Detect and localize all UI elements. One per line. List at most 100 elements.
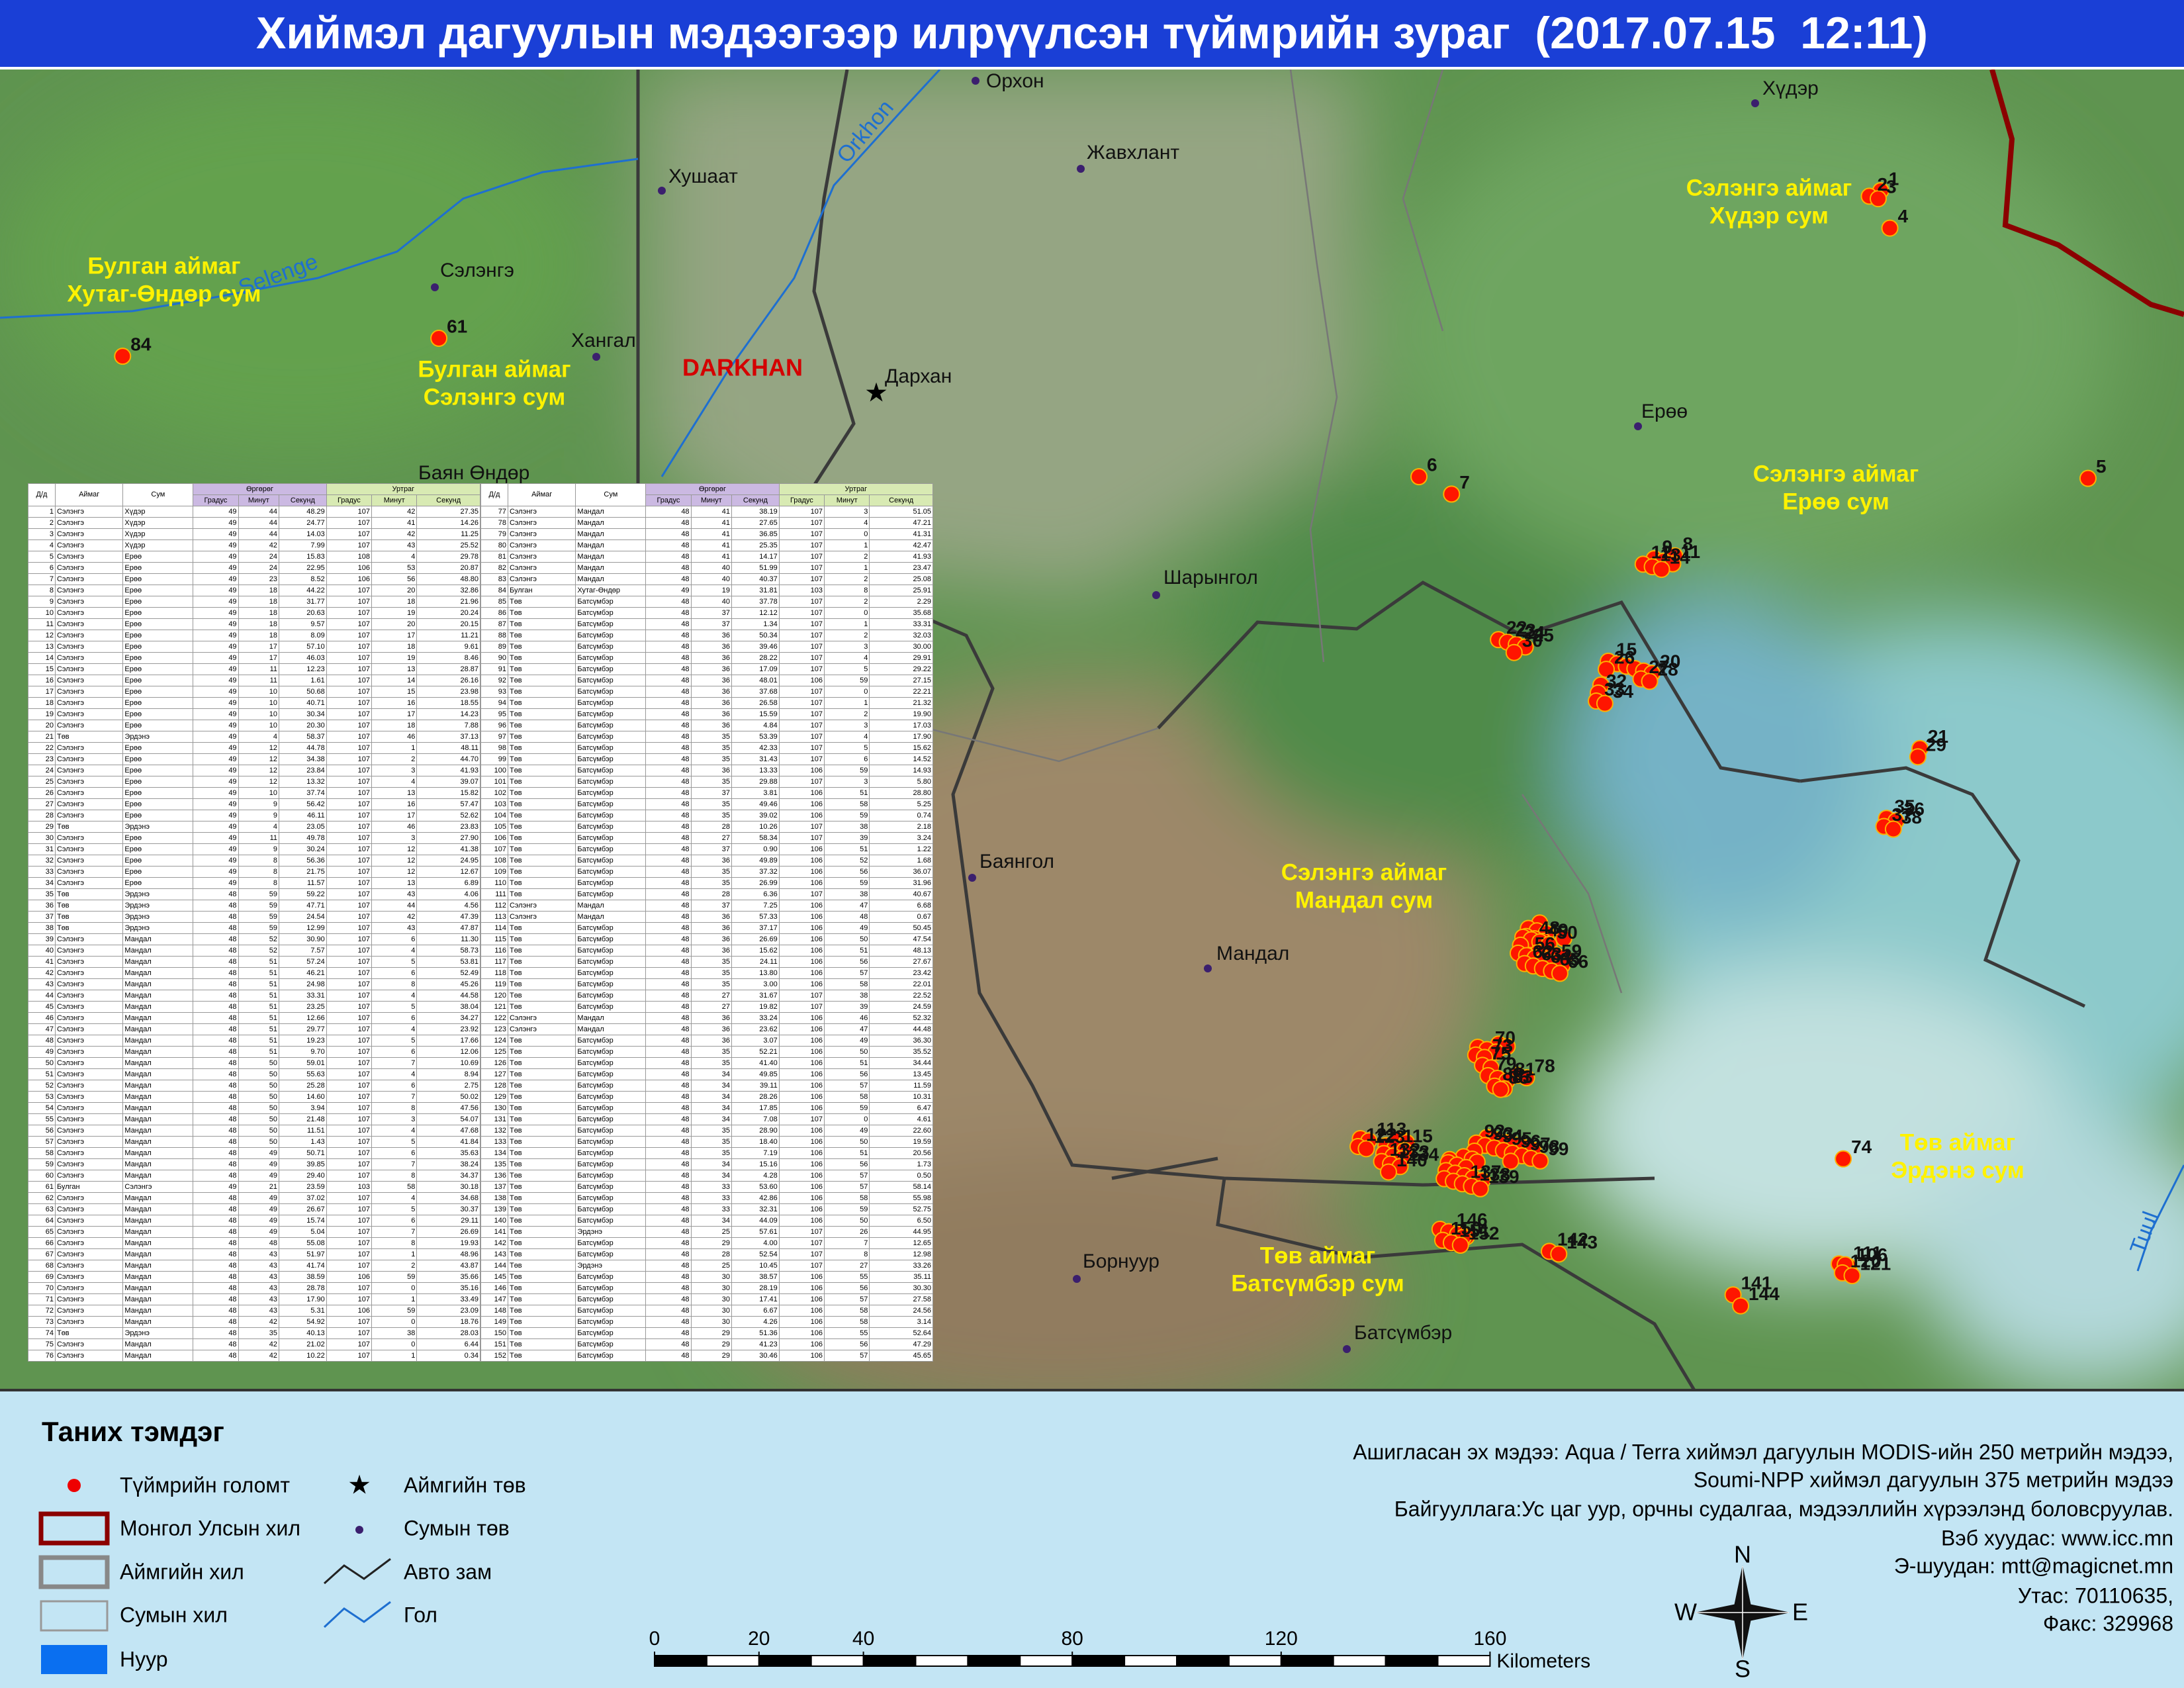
table-cell: Төв [507, 708, 576, 720]
table-cell: 37.02 [279, 1192, 327, 1204]
table-row: 94 Төв Батсүмбэр 48 36 26.58 107 1 21.32 [480, 697, 933, 709]
fire-label: 92 [1484, 1121, 1505, 1141]
table-cell: 49 [193, 832, 239, 844]
table-cell: Сэлэнгэ [54, 742, 124, 754]
table-cell: 1 [824, 697, 870, 709]
table-cell: 31.96 [869, 877, 933, 889]
table-cell: 120 [480, 990, 508, 1002]
table-cell: Сэлэнгэ [54, 787, 124, 799]
table-cell: 57 [824, 1293, 870, 1305]
table-cell: 48 [645, 1305, 692, 1317]
table-cell: 48.13 [869, 945, 933, 957]
table-cell: 10 [238, 697, 280, 709]
table-cell: 42 [28, 967, 56, 979]
place-label: Жавхлант [1087, 142, 1179, 164]
table-cell: 1 [28, 506, 56, 518]
table-cell: Батсүмбэр [575, 686, 647, 698]
table-cell: 49 [193, 585, 239, 596]
table-cell: 52.62 [416, 810, 480, 821]
table-cell: 41 [690, 551, 733, 563]
table-cell: 107 [326, 1192, 373, 1204]
table-cell: 49 [193, 855, 239, 867]
table-cell: 48 [193, 1203, 239, 1215]
fire-label: 132 [1390, 1139, 1421, 1160]
table-cell: 107 [326, 1001, 373, 1013]
table-cell: 75 [28, 1338, 56, 1350]
table-cell: 34 [690, 1102, 733, 1114]
table-cell: 48 [193, 1136, 239, 1148]
table-cell: 28 [690, 821, 733, 833]
table-cell: Мандал [122, 1282, 194, 1294]
table-cell: 18 [238, 596, 280, 608]
fire-point [1843, 1267, 1861, 1285]
table-cell: 106 [778, 1282, 825, 1294]
table-cell: Эрдэнэ [122, 1327, 194, 1339]
table-cell: 2 [371, 753, 418, 765]
table-cell: 36.07 [869, 866, 933, 878]
table-cell: 2 [824, 630, 870, 641]
table-cell: 6 [824, 753, 870, 765]
table-cell: 35 [690, 866, 733, 878]
table-cell: 37 [690, 843, 733, 855]
table-cell: 11.51 [279, 1125, 327, 1137]
table-cell: 24 [28, 765, 56, 776]
table-cell: Эрдэнэ [122, 888, 194, 900]
fire-label: 75 [1490, 1043, 1511, 1064]
fire-label: 113 [1377, 1119, 1406, 1139]
table-row: 116 Төв Батсүмбэр 48 36 15.62 106 51 48.13 [480, 945, 933, 957]
table-cell: Ерөө [122, 675, 194, 686]
table-cell: 0.74 [869, 810, 933, 821]
table-cell: Төв [54, 911, 124, 923]
table-cell: 7 [371, 1057, 418, 1069]
table-cell: 27.67 [869, 956, 933, 968]
table-cell: Сэлэнгэ [122, 1181, 194, 1193]
table-cell: 28.78 [279, 1282, 327, 1294]
table-cell: 21 [28, 731, 56, 743]
scale-tick-label: 80 [1062, 1628, 1083, 1650]
table-cell: 41 [690, 506, 733, 518]
header-cell: Сум [122, 483, 194, 506]
table-cell: 53.60 [731, 1181, 780, 1193]
table-cell: 42 [238, 1316, 280, 1328]
table-row: 13 Сэлэнгэ Ерөө 49 17 57.10 107 18 9.61 [28, 641, 480, 653]
table-cell: 106 [778, 866, 825, 878]
aimag-borders [636, 69, 2086, 1391]
table-cell: 6 [371, 1046, 418, 1058]
table-cell: 48 [645, 1226, 692, 1238]
fire-label: 9 [1662, 536, 1672, 557]
table-cell: Батсүмбэр [575, 753, 647, 765]
table-cell: 30.37 [416, 1203, 480, 1215]
table-cell: Батсүмбэр [575, 888, 647, 900]
table-cell: 107 [326, 539, 373, 551]
table-cell: 100 [480, 765, 508, 776]
table-cell: 37.74 [279, 787, 327, 799]
table-cell: 25.35 [731, 539, 780, 551]
table-cell: Мандал [575, 506, 647, 518]
table-cell: 1.34 [731, 618, 780, 630]
fire-label: 95 [1512, 1129, 1532, 1149]
table-cell: 17 [371, 708, 418, 720]
table-cell: 1.73 [869, 1158, 933, 1170]
table-cell: 6.44 [416, 1338, 480, 1350]
fire-label: 98 [1539, 1136, 1559, 1156]
scale-segment [1124, 1655, 1177, 1667]
table-row: 7 Сэлэнгэ Ерөө 49 23 8.52 106 56 48.80 [28, 573, 480, 585]
table-cell: Сэлэнгэ [507, 1023, 576, 1035]
table-cell: 107 [778, 1260, 825, 1272]
scale-segment [705, 1655, 760, 1667]
table-row: 84 Булган Хутаг-Өндөр 49 19 31.81 103 8 25.91 [480, 585, 933, 596]
table-cell: 30 [690, 1316, 733, 1328]
header-cell: Аймаг [54, 483, 124, 506]
table-cell: 13 [371, 663, 418, 675]
table-cell: 57 [28, 1136, 56, 1148]
table-cell: 49 [238, 1203, 280, 1215]
table-cell: 28.03 [416, 1327, 480, 1339]
table-cell: 48 [28, 1035, 56, 1047]
table-cell: 41.93 [869, 551, 933, 563]
table-cell: 20.87 [416, 562, 480, 574]
table-cell: Төв [507, 1271, 576, 1283]
table-cell: 107 [778, 551, 825, 563]
table-cell: 48 [645, 1338, 692, 1350]
table-cell: Хутаг-Өндөр [575, 585, 647, 596]
table-cell: 12 [238, 776, 280, 788]
